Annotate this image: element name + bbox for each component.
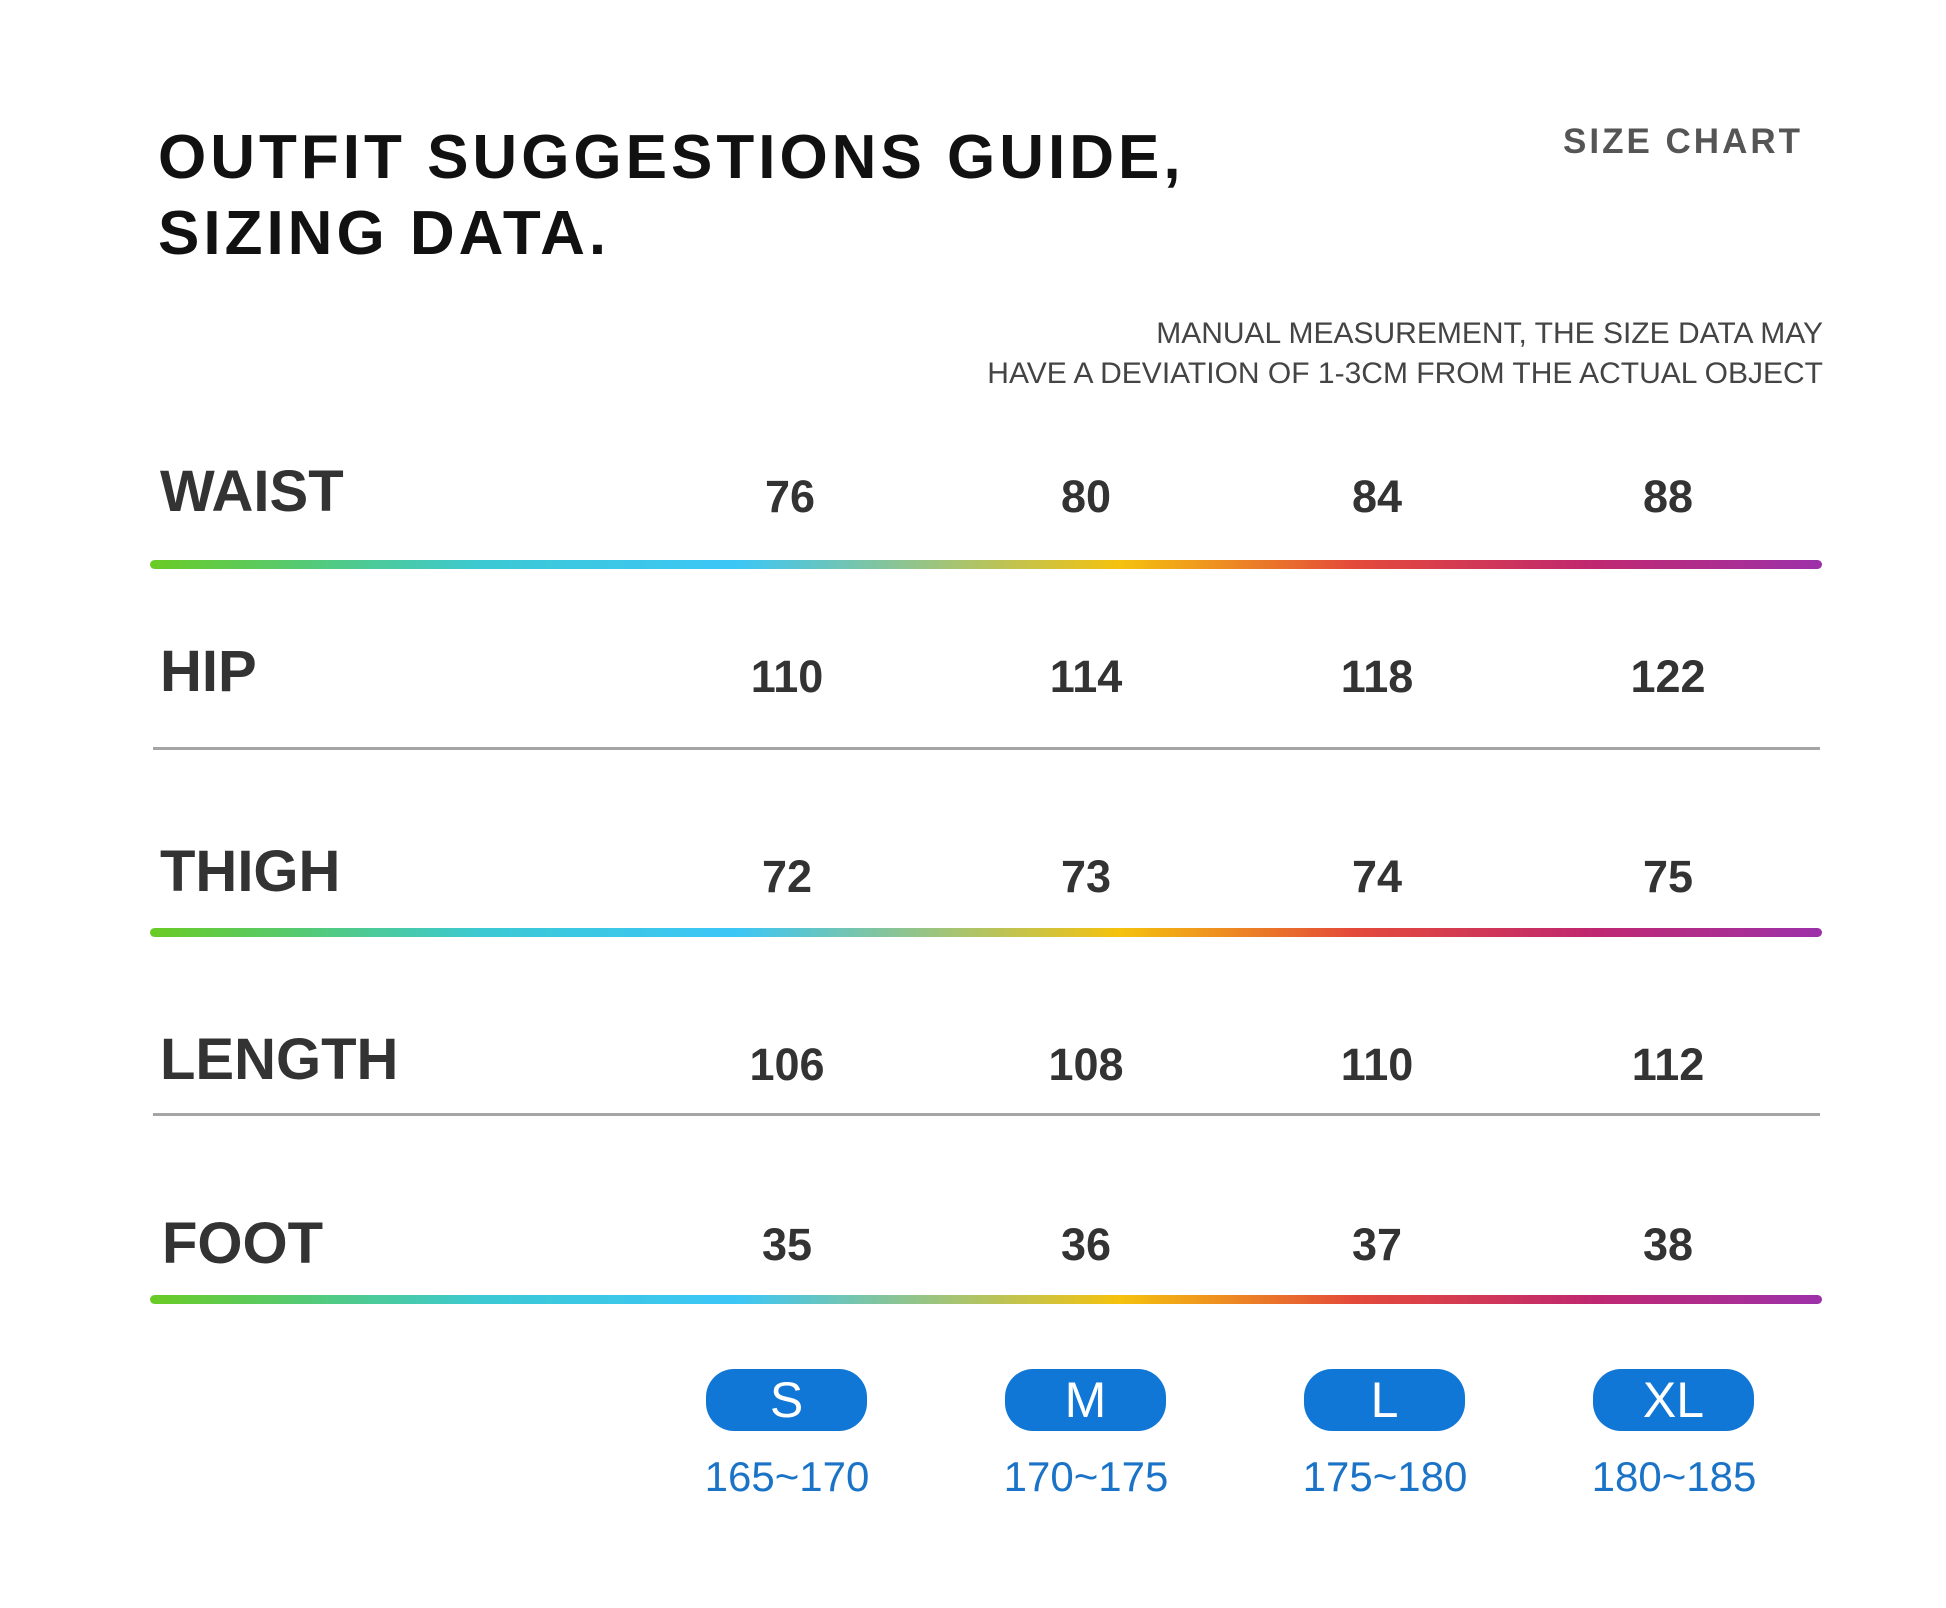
height-range-l: 175~180 xyxy=(1302,1453,1468,1500)
cell-waist-m: 80 xyxy=(1060,471,1112,522)
measurement-note-line-2: HAVE A DEVIATION OF 1-3CM FROM THE ACTUA… xyxy=(987,357,1823,390)
cell-thigh-xl: 75 xyxy=(1642,851,1694,902)
cell-hip-s: 110 xyxy=(750,651,824,702)
gray-divider xyxy=(153,1113,1820,1116)
height-range-xl: 180~185 xyxy=(1591,1453,1757,1500)
height-range-s: 165~170 xyxy=(704,1453,870,1500)
size-badge-l: L xyxy=(1304,1369,1465,1431)
size-chart-label: SIZE CHART xyxy=(1563,122,1803,161)
rainbow-divider xyxy=(150,1295,1822,1304)
height-range-m: 170~175 xyxy=(1003,1453,1169,1500)
page-title: OUTFIT SUGGESTIONS GUIDE, SIZING DATA. xyxy=(158,120,1185,272)
cell-length-l: 110 xyxy=(1340,1039,1414,1090)
row-label-waist: WAIST xyxy=(160,459,344,524)
title-line-1: OUTFIT SUGGESTIONS GUIDE, xyxy=(158,123,1185,192)
size-badge-s: S xyxy=(706,1369,867,1431)
cell-hip-xl: 122 xyxy=(1630,651,1706,702)
gray-divider xyxy=(153,747,1820,750)
cell-foot-l: 37 xyxy=(1351,1219,1403,1270)
measurement-note-line-1: MANUAL MEASUREMENT, THE SIZE DATA MAY xyxy=(1156,317,1823,350)
size-badge-xl: XL xyxy=(1593,1369,1754,1431)
row-label-foot: FOOT xyxy=(162,1211,324,1276)
rainbow-divider xyxy=(150,928,1822,937)
cell-waist-s: 76 xyxy=(764,471,816,522)
cell-length-m: 108 xyxy=(1048,1039,1124,1090)
cell-waist-xl: 88 xyxy=(1642,471,1694,522)
row-label-hip: HIP xyxy=(160,639,257,704)
cell-thigh-s: 72 xyxy=(761,851,813,902)
cell-foot-s: 35 xyxy=(761,1219,813,1270)
cell-length-xl: 112 xyxy=(1631,1039,1705,1090)
measurement-note: MANUAL MEASUREMENT, THE SIZE DATA MAY HA… xyxy=(987,314,1823,394)
rainbow-divider xyxy=(150,560,1822,569)
row-label-length: LENGTH xyxy=(160,1027,399,1092)
cell-thigh-m: 73 xyxy=(1060,851,1112,902)
size-badge-m: M xyxy=(1005,1369,1166,1431)
cell-foot-xl: 38 xyxy=(1642,1219,1694,1270)
cell-waist-l: 84 xyxy=(1351,471,1403,522)
cell-hip-m: 114 xyxy=(1049,651,1123,702)
cell-thigh-l: 74 xyxy=(1351,851,1403,902)
cell-hip-l: 118 xyxy=(1340,651,1414,702)
cell-length-s: 106 xyxy=(749,1039,825,1090)
row-label-thigh: THIGH xyxy=(160,839,341,904)
title-line-2: SIZING DATA. xyxy=(158,199,611,268)
cell-foot-m: 36 xyxy=(1060,1219,1112,1270)
